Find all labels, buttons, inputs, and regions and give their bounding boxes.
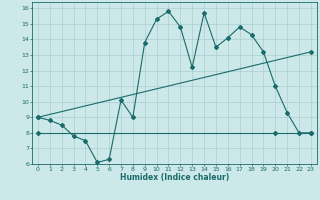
X-axis label: Humidex (Indice chaleur): Humidex (Indice chaleur) [120, 173, 229, 182]
